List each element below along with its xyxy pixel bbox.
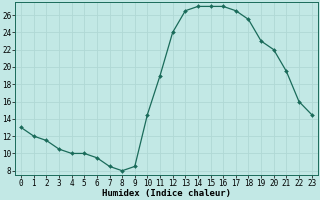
X-axis label: Humidex (Indice chaleur): Humidex (Indice chaleur) bbox=[102, 189, 231, 198]
